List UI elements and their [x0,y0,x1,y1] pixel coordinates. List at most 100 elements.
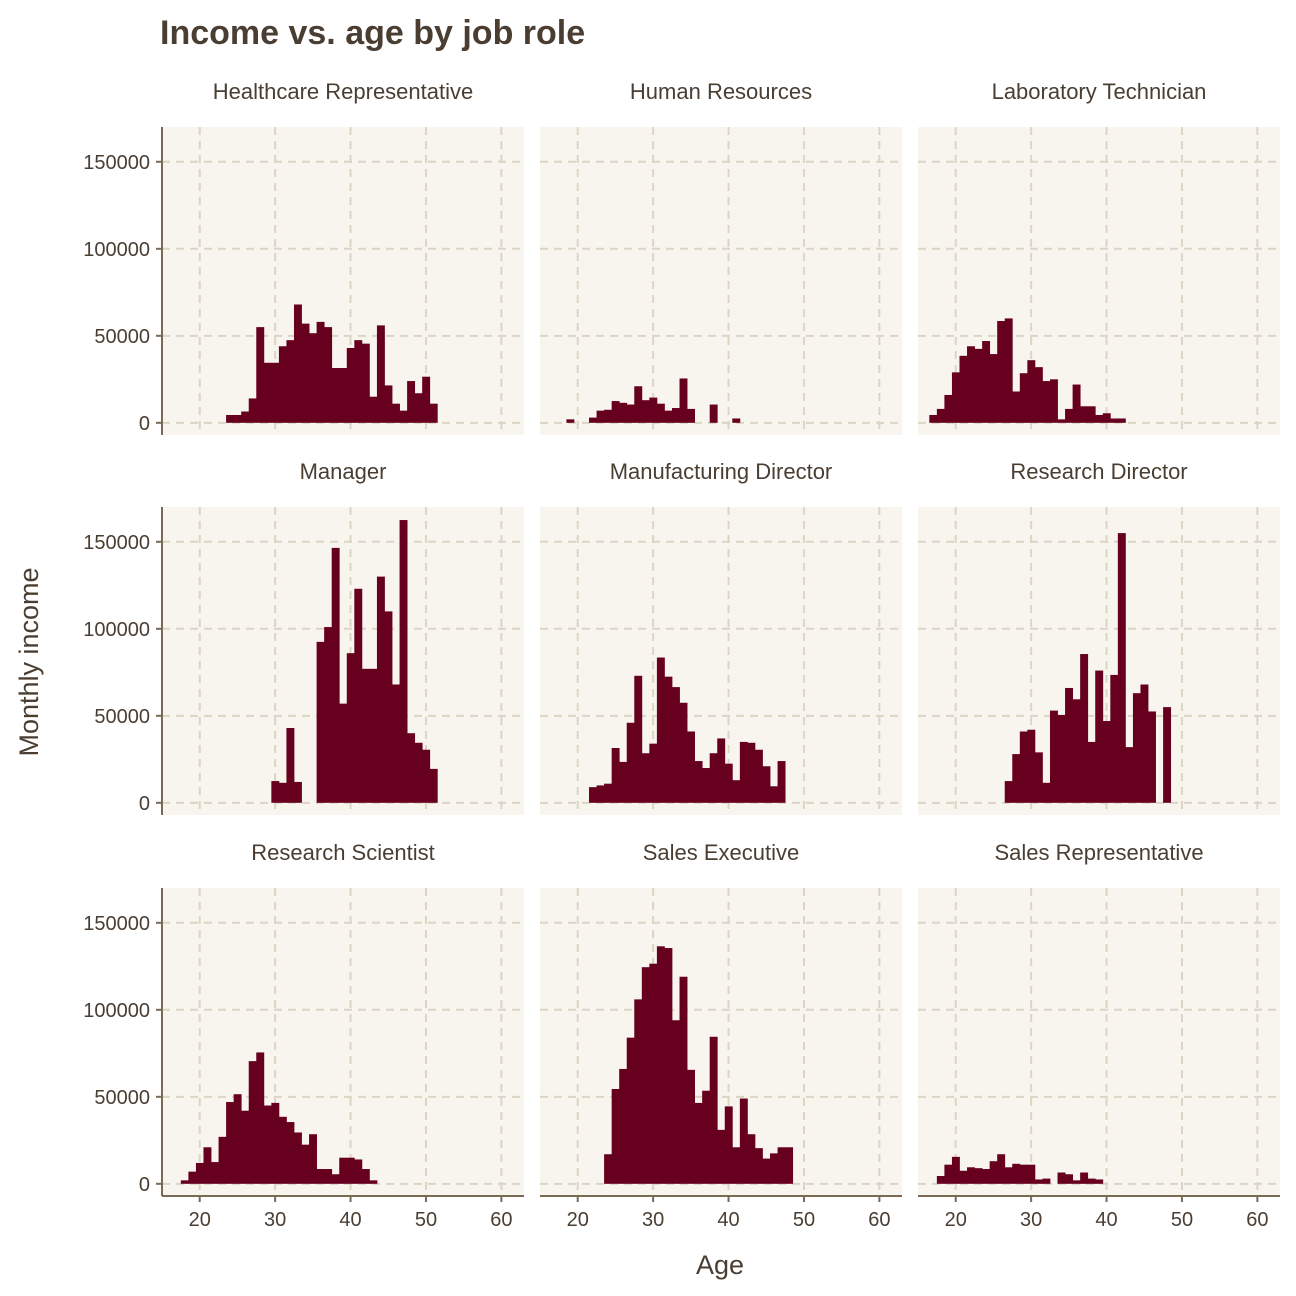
histogram-bar [717,738,726,803]
histogram-bar [376,576,385,803]
histogram-bar [346,347,355,423]
histogram-bar [211,1162,219,1184]
facet-panel: Research Scientist 0 50000 100000 150000 20 30… [83,840,524,1231]
histogram-bar [1080,406,1089,423]
histogram-bar [589,787,597,803]
facet-panel: Research Director [918,459,1280,815]
histogram-bar [566,419,575,423]
histogram-bar [997,1154,1006,1184]
histogram-bar [1095,670,1104,803]
histogram-bar [429,768,438,803]
histogram-bar [626,1037,635,1184]
histogram-bar [762,766,771,803]
histogram-bar [339,1157,348,1184]
histogram-bar [732,780,741,803]
panel-background [918,888,1280,1196]
x-tick-label: 40 [339,1209,361,1231]
histogram-bar [739,741,748,803]
y-tick-label: 50000 [94,706,150,728]
facet-panel: Manufacturing Director [540,459,902,815]
histogram-bar [732,418,741,423]
histogram-bar [414,393,423,423]
histogram-bar [271,1102,280,1184]
histogram-bar [739,1098,748,1184]
histogram-bar [619,402,628,423]
histogram-bar [407,381,416,423]
x-tick-label: 60 [490,1209,512,1231]
histogram-bar [747,742,756,803]
histogram-bar [1080,654,1089,803]
histogram-bar [967,346,975,423]
histogram-bar [649,397,658,423]
histogram-bar [694,1102,703,1184]
histogram-bar [664,948,673,1184]
histogram-bar [967,1167,975,1184]
histogram-bar [626,722,635,803]
histogram-bar [301,1144,310,1184]
histogram-bar [619,761,628,803]
histogram-bar [293,304,302,423]
histogram-bar [188,1171,197,1184]
histogram-bar [1012,754,1021,803]
histogram-bar [271,781,280,803]
histogram-bar [241,411,250,423]
histogram-bar [1163,707,1172,803]
y-tick-label: 100000 [83,239,150,261]
y-tick-label: 50000 [94,326,150,348]
histogram-bar [687,1069,696,1184]
histogram-bar [1095,1179,1104,1184]
facet-label: Laboratory Technician [992,79,1207,104]
histogram-bar [724,1106,733,1184]
histogram-bar [392,403,400,423]
histogram-bar [1057,419,1066,423]
panel-grid: Healthcare Representative 0 50000 100000 150… [83,79,1280,1231]
histogram-bar [664,410,673,423]
x-axis-title: Age [696,1250,744,1280]
histogram-bar [286,1122,295,1184]
histogram-bar [1027,360,1036,423]
histogram-bar [626,404,635,423]
histogram-bar [604,1154,613,1184]
histogram-bar [709,1036,718,1184]
histogram-bar [1004,1167,1013,1184]
histogram-bar [589,417,597,423]
histogram-bar [1072,1180,1081,1184]
facet-label: Manufacturing Director [610,459,833,484]
histogram-bar [1027,1164,1036,1184]
histogram-bar [354,588,363,803]
histogram-bar [634,386,643,423]
histogram-bar [324,1169,333,1184]
histogram-bar [596,410,605,423]
histogram-bar [361,343,370,423]
histogram-bar [679,702,688,803]
histogram-bar [732,1147,741,1184]
histogram-bar [278,346,287,423]
x-tick-label: 30 [264,1209,286,1231]
histogram-bar [1110,418,1119,423]
y-tick-label: 0 [139,413,150,435]
histogram-bar [1102,721,1111,803]
histogram-bar [1065,1174,1074,1184]
histogram-bar [1087,741,1096,803]
histogram-bar [944,394,953,423]
histogram-bar [656,657,665,803]
histogram-bar [611,401,620,423]
histogram-bar [226,1102,235,1184]
histogram-bar [687,408,696,423]
histogram-bar [331,368,340,423]
histogram-bar [346,1157,355,1184]
histogram-bar [656,403,665,423]
histogram-bar [399,410,408,423]
histogram-bar [982,1169,991,1184]
histogram-bar [331,547,340,803]
x-tick-label: 60 [1246,1209,1268,1231]
histogram-bar [1057,1172,1066,1184]
histogram-bar [762,1158,771,1184]
histogram-bar [331,1174,340,1184]
histogram-bar [1012,391,1021,423]
histogram-bar [1095,414,1104,423]
x-tick-label: 20 [945,1209,967,1231]
histogram-bar [785,1147,794,1184]
y-tick-label: 50000 [94,1087,150,1109]
histogram-bar [694,761,703,803]
